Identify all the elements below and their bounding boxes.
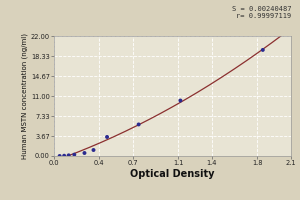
Point [66, 154, 71, 157]
Point [260, 48, 265, 52]
Point [91, 148, 96, 152]
Point [136, 123, 141, 126]
Point [72, 153, 77, 156]
X-axis label: Optical Density: Optical Density [130, 169, 215, 179]
Point [62, 154, 67, 157]
Point [57, 154, 62, 158]
Point [105, 135, 110, 139]
Y-axis label: Human MSTN concentration (ng/ml): Human MSTN concentration (ng/ml) [21, 33, 28, 159]
Text: S = 0.00240487
r= 0.99997119: S = 0.00240487 r= 0.99997119 [232, 6, 291, 19]
Point [82, 151, 87, 155]
Point [178, 99, 183, 102]
